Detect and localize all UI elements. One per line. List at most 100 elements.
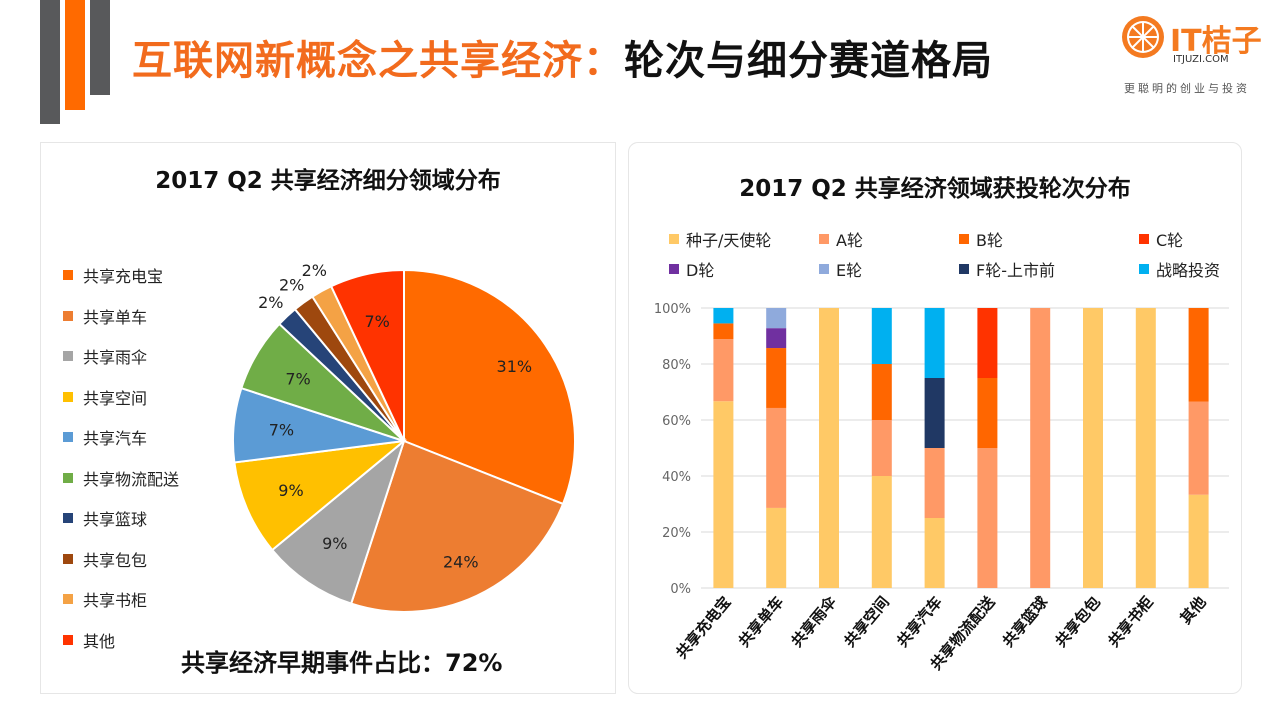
legend-label: E轮 — [836, 261, 863, 280]
x-tick-label: 共享书柜 — [1104, 593, 1156, 651]
bar-chart-panel: 2017 Q2 共享经济领域获投轮次分布 种子/天使轮 A轮 B轮 C轮 D轮 E轮 F轮-… — [628, 142, 1242, 694]
legend-swatch — [63, 553, 73, 564]
bar-segment — [766, 308, 787, 329]
bar-segment — [1030, 308, 1051, 588]
pie-legend-item: 共享充电宝 — [63, 255, 179, 296]
legend-label: 战略投资 — [1156, 261, 1221, 280]
legend-label: 共享汽车 — [83, 429, 148, 449]
legend-swatch — [669, 264, 679, 274]
legend-label: 种子/天使轮 — [686, 231, 772, 250]
bar-segment — [1188, 401, 1209, 495]
legend-label: 共享篮球 — [83, 510, 148, 530]
logo-name: IT桔子 — [1170, 24, 1262, 59]
logo-slogan: 更聪明的创业与投资 — [1124, 82, 1250, 95]
pie-slice — [349, 439, 565, 613]
bar-segment — [766, 507, 787, 588]
bar-legend-item: B轮 — [959, 227, 1003, 251]
legend-label: 共享空间 — [83, 388, 148, 408]
bar-segment — [871, 476, 892, 588]
legend-label: F轮-上市前 — [976, 261, 1055, 280]
bar-segment — [713, 401, 734, 588]
bar-legend-item: F轮-上市前 — [959, 257, 1055, 281]
y-tick-label: 0% — [670, 582, 691, 597]
legend-label: D轮 — [686, 261, 715, 280]
x-tick-label: 共享篮球 — [999, 592, 1052, 650]
x-tick-label: 共享空间 — [840, 593, 892, 651]
legend-swatch — [63, 513, 73, 524]
y-tick-label: 40% — [662, 470, 691, 485]
bar-segment — [924, 308, 945, 378]
pie-data-label: 7% — [364, 312, 389, 331]
pie-legend-item: 共享雨伞 — [63, 336, 179, 377]
bar-segment — [924, 378, 945, 448]
bar-segment — [713, 323, 734, 340]
legend-swatch — [63, 351, 73, 362]
legend-label: A轮 — [836, 231, 863, 250]
x-tick-label: 共享单车 — [735, 593, 787, 651]
bar-segment — [977, 308, 998, 378]
pie-slice — [403, 268, 576, 506]
bar-segment — [924, 518, 945, 588]
bar-segment — [1188, 308, 1209, 402]
y-tick-label: 80% — [662, 358, 691, 373]
legend-swatch — [1139, 264, 1149, 274]
pie-data-label: 7% — [285, 369, 310, 388]
pie-chart-panel: 2017 Q2 共享经济细分领域分布 共享充电宝共享单车共享雨伞共享空间共享汽车… — [40, 142, 616, 694]
pie-data-label: 2% — [302, 261, 327, 280]
bar-segment — [713, 308, 734, 324]
pie-legend-item: 其他 — [63, 620, 179, 661]
legend-swatch — [819, 234, 829, 244]
orange-slice-icon — [1122, 16, 1164, 58]
pie-data-label: 24% — [443, 553, 479, 572]
pie-chart-title: 2017 Q2 共享经济细分领域分布 — [155, 168, 501, 194]
legend-swatch — [63, 432, 73, 443]
legend-label: C轮 — [1156, 231, 1184, 250]
legend-label: 共享书柜 — [83, 591, 148, 611]
slide-title-part2: 轮次与细分赛道格局 — [624, 38, 993, 84]
legend-label: 共享物流配送 — [83, 469, 180, 489]
legend-swatch — [959, 234, 969, 244]
legend-label: 共享雨伞 — [83, 348, 148, 368]
slide-title: 互联网新概念之共享经济：轮次与细分赛道格局 — [132, 28, 993, 86]
legend-label: 共享包包 — [83, 550, 148, 570]
bar-segment — [819, 308, 839, 588]
bar-segment — [871, 364, 892, 420]
stacked-bar-chart: 0% 20% 40% 60% 80% 100% 共享充电宝 共享单车 共享雨伞 共享空间 共享汽车 共… — [654, 302, 1229, 674]
bar-legend-item: C轮 — [1139, 227, 1183, 251]
bar-segment — [766, 328, 787, 349]
pie-slice — [270, 438, 407, 605]
bar-legend-item: 战略投资 — [1139, 257, 1220, 281]
pie-slice — [329, 268, 405, 442]
pie-chart: 31%24%9%9%7%7%2%2%2%7% — [232, 261, 576, 613]
bar-segment — [977, 448, 998, 588]
pie-slice — [233, 439, 408, 552]
bar-segment — [1188, 494, 1209, 588]
bar-legend-item: D轮 — [669, 257, 714, 281]
pie-data-label: 31% — [497, 357, 533, 376]
pie-legend-item: 共享单车 — [63, 296, 179, 337]
legend-swatch — [1139, 234, 1149, 244]
bar-segment — [766, 407, 787, 508]
y-tick-label: 60% — [662, 414, 691, 429]
x-tick-label: 共享包包 — [1052, 593, 1104, 651]
legend-swatch — [959, 264, 969, 274]
x-tick-label: 其他 — [1177, 593, 1210, 628]
legend-swatch — [819, 264, 829, 274]
legend-label: B轮 — [976, 231, 1003, 250]
bar-legend-item: 种子/天使轮 — [669, 227, 771, 251]
bar-segment — [1083, 308, 1103, 588]
legend-swatch — [63, 270, 73, 281]
x-tick-label: 共享雨伞 — [788, 592, 841, 650]
legend-swatch — [63, 472, 73, 483]
bar-segment — [1135, 308, 1156, 588]
pie-legend-item: 共享空间 — [63, 377, 179, 418]
pie-legend-item: 共享篮球 — [63, 498, 179, 539]
slide-title-part1: 互联网新概念之共享经济： — [132, 38, 624, 84]
pie-data-label: 9% — [278, 481, 303, 500]
x-tick-label: 共享汽车 — [893, 593, 945, 651]
title-decoration-bar-accent — [65, 0, 85, 110]
pie-data-label: 2% — [279, 276, 304, 295]
legend-swatch — [63, 391, 73, 402]
legend-label: 共享充电宝 — [83, 267, 164, 287]
legend-swatch — [63, 594, 73, 605]
